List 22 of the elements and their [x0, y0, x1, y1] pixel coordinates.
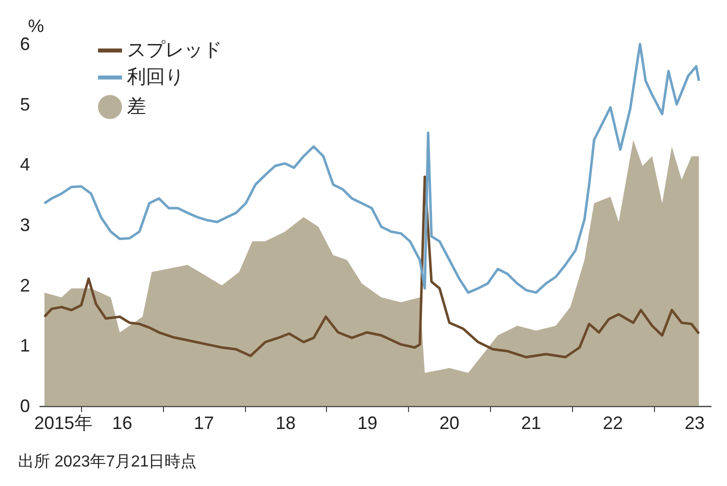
y-axis-title: %: [28, 16, 44, 36]
y-tick-label: 6: [20, 34, 30, 54]
legend-label: スプレッド: [127, 40, 222, 61]
y-tick-label: 2: [20, 275, 30, 296]
line-series: [43, 175, 700, 358]
x-tick-label: 16: [112, 413, 132, 433]
legend-label: 差: [127, 96, 146, 118]
y-tick-label: 3: [20, 215, 30, 235]
x-tick-label: 21: [521, 413, 542, 433]
y-tick-label: 1: [20, 336, 30, 356]
text: 出所 2023年7月21日時点: [18, 452, 197, 470]
x-tick-label: 18: [276, 413, 296, 433]
x-tick-label: 20: [439, 413, 460, 433]
x-tick-label: 23: [684, 413, 705, 433]
y-tick-label: 4: [20, 154, 30, 175]
x-tick-label: 17: [194, 413, 214, 433]
y-tick-label: 5: [20, 94, 30, 114]
x-tick-label: 19: [357, 413, 378, 433]
legend-label: 利回り: [127, 67, 184, 88]
x-tick-label: 22: [602, 413, 623, 433]
y-tick-label: 0: [20, 396, 30, 416]
x-tick-label: 2015年: [34, 413, 92, 433]
